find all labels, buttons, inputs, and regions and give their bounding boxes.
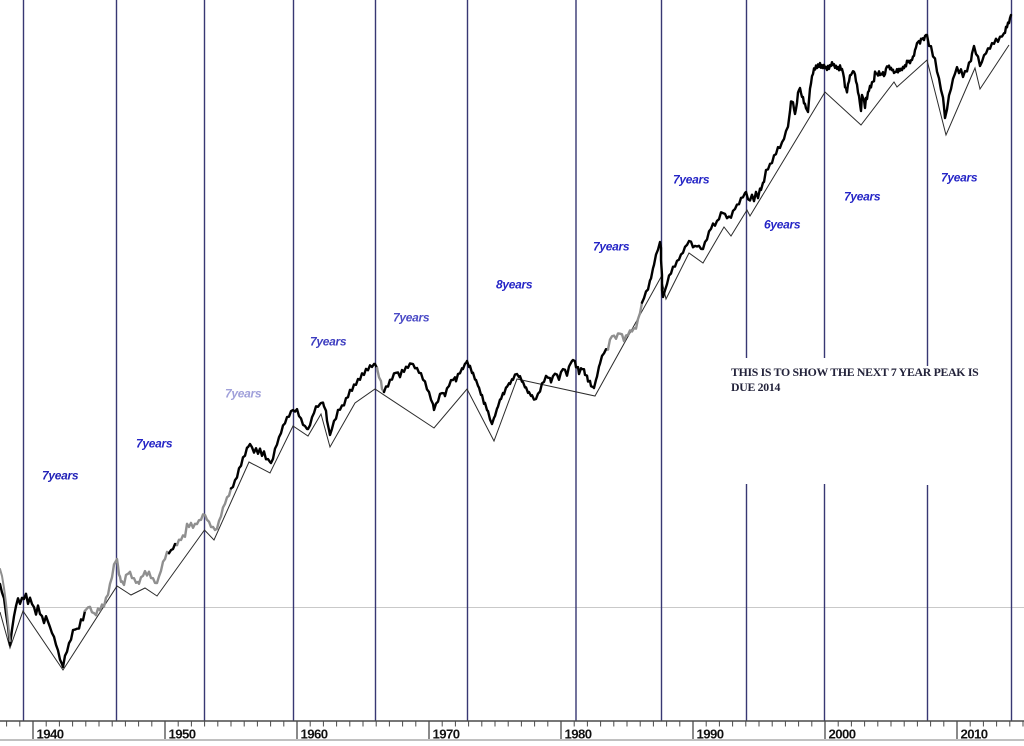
svg-text:1980: 1980 (565, 727, 592, 742)
svg-text:DUE 2014: DUE 2014 (731, 380, 780, 394)
svg-text:1990: 1990 (697, 727, 724, 742)
svg-text:1970: 1970 (433, 727, 460, 742)
svg-text:7years: 7years (844, 190, 881, 204)
svg-text:1940: 1940 (37, 727, 64, 742)
svg-text:7years: 7years (941, 171, 978, 185)
svg-text:2000: 2000 (829, 727, 856, 742)
svg-text:7years: 7years (225, 387, 262, 401)
svg-text:7years: 7years (42, 469, 79, 483)
svg-text:7years: 7years (393, 311, 430, 325)
svg-text:8years: 8years (496, 278, 533, 292)
svg-text:1950: 1950 (169, 727, 196, 742)
svg-text:7years: 7years (310, 335, 347, 349)
svg-text:1960: 1960 (301, 727, 328, 742)
svg-text:7years: 7years (673, 173, 710, 187)
svg-text:2010: 2010 (961, 727, 988, 742)
svg-text:7years: 7years (136, 437, 173, 451)
svg-text:7years: 7years (593, 240, 630, 254)
svg-text:THIS IS TO SHOW THE NEXT 7 YEA: THIS IS TO SHOW THE NEXT 7 YEAR PEAK IS (731, 365, 979, 379)
svg-text:6years: 6years (764, 218, 801, 232)
